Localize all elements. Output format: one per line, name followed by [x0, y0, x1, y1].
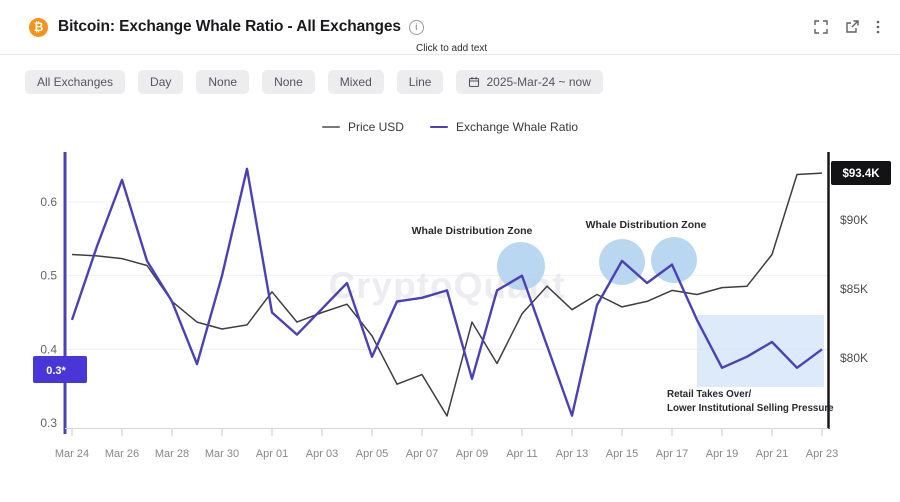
calendar-icon: [469, 77, 480, 88]
date-range-picker[interactable]: 2025-Mar-24 ~ now: [456, 70, 603, 94]
whale-ratio-line: [70, 167, 823, 417]
x-tick-label: Apr 21: [756, 448, 788, 460]
export-icon[interactable]: [845, 20, 859, 34]
retail-highlight-zone: [697, 315, 824, 387]
chart-type-select[interactable]: Line: [396, 70, 444, 94]
whale-ratio-legend-label: Exchange Whale Ratio: [455, 120, 579, 134]
right-axis-tick-label: $85K: [840, 282, 868, 296]
page-title: Bitcoin: Exchange Whale Ratio - All Exch…: [58, 18, 401, 35]
whale-zone-circle: [497, 242, 545, 290]
whale-zone-annotation: Whale Distribution Zone: [586, 219, 707, 231]
x-tick-label: Apr 23: [806, 448, 838, 460]
price-line: [71, 172, 823, 417]
retail-annotation-line: Lower Institutional Selling Pressure: [667, 403, 834, 414]
x-tick-label: Apr 07: [406, 448, 438, 460]
legend-item-price[interactable]: Price USD: [321, 120, 404, 134]
right-axis-tick-label: $80K: [840, 351, 868, 365]
exchange-select[interactable]: All Exchanges: [25, 70, 126, 94]
x-tick-label: Apr 19: [706, 448, 738, 460]
price-value-badge: [831, 161, 891, 185]
x-tick-label: Apr 13: [556, 448, 588, 460]
toolbar: All Exchanges Day None None Mixed Line 2…: [25, 70, 603, 94]
right-axis-tick-label: $90K: [840, 213, 868, 227]
x-tick-label: Apr 01: [256, 448, 288, 460]
scale-select[interactable]: Mixed: [327, 70, 384, 94]
whale-ratio-legend-swatch: [429, 125, 448, 129]
whale-zone-annotation: Whale Distribution Zone: [412, 225, 533, 237]
x-tick-label: Apr 17: [656, 448, 688, 460]
interval-select[interactable]: Day: [138, 70, 184, 94]
whale-ratio-value-badge-label: 0.3*: [46, 365, 66, 377]
price-value-badge-label: $93.4K: [842, 168, 880, 180]
chart-header: ₿ Bitcoin: Exchange Whale Ratio - All Ex…: [0, 0, 900, 55]
x-tick-label: Apr 03: [306, 448, 338, 460]
option-select-2[interactable]: None: [262, 70, 315, 94]
retail-annotation-line: Retail Takes Over/: [667, 389, 752, 400]
click-to-add-text[interactable]: Click to add text: [416, 43, 488, 54]
bitcoin-icon: ₿: [29, 17, 48, 37]
x-tick-label: Mar 24: [55, 448, 89, 460]
more-icon[interactable]: [876, 20, 880, 34]
x-tick-label: Apr 11: [506, 448, 538, 460]
x-tick-label: Apr 09: [456, 448, 488, 460]
date-range-label: 2025-Mar-24 ~ now: [486, 75, 591, 89]
x-tick-label: Apr 05: [356, 448, 388, 460]
fullscreen-icon[interactable]: [814, 20, 828, 34]
x-tick-label: Mar 26: [105, 448, 139, 460]
x-tick-label: Apr 15: [606, 448, 638, 460]
whale-ratio-value-badge: [33, 356, 87, 383]
left-axis-tick-label: 0.3: [40, 416, 57, 430]
left-axis-tick-label: 0.4: [40, 342, 57, 356]
chart-legend: Price USD Exchange Whale Ratio: [0, 118, 900, 136]
price-legend-label: Price USD: [347, 120, 404, 134]
left-axis-tick-label: 0.5: [40, 269, 57, 283]
left-axis-tick-label: 0.6: [40, 195, 57, 209]
x-tick-label: Mar 28: [155, 448, 189, 460]
x-tick-label: Mar 30: [205, 448, 239, 460]
price-legend-swatch: [321, 125, 340, 129]
option-select-1[interactable]: None: [196, 70, 250, 94]
legend-item-whale-ratio[interactable]: Exchange Whale Ratio: [429, 120, 579, 134]
info-icon[interactable]: i: [408, 19, 424, 35]
